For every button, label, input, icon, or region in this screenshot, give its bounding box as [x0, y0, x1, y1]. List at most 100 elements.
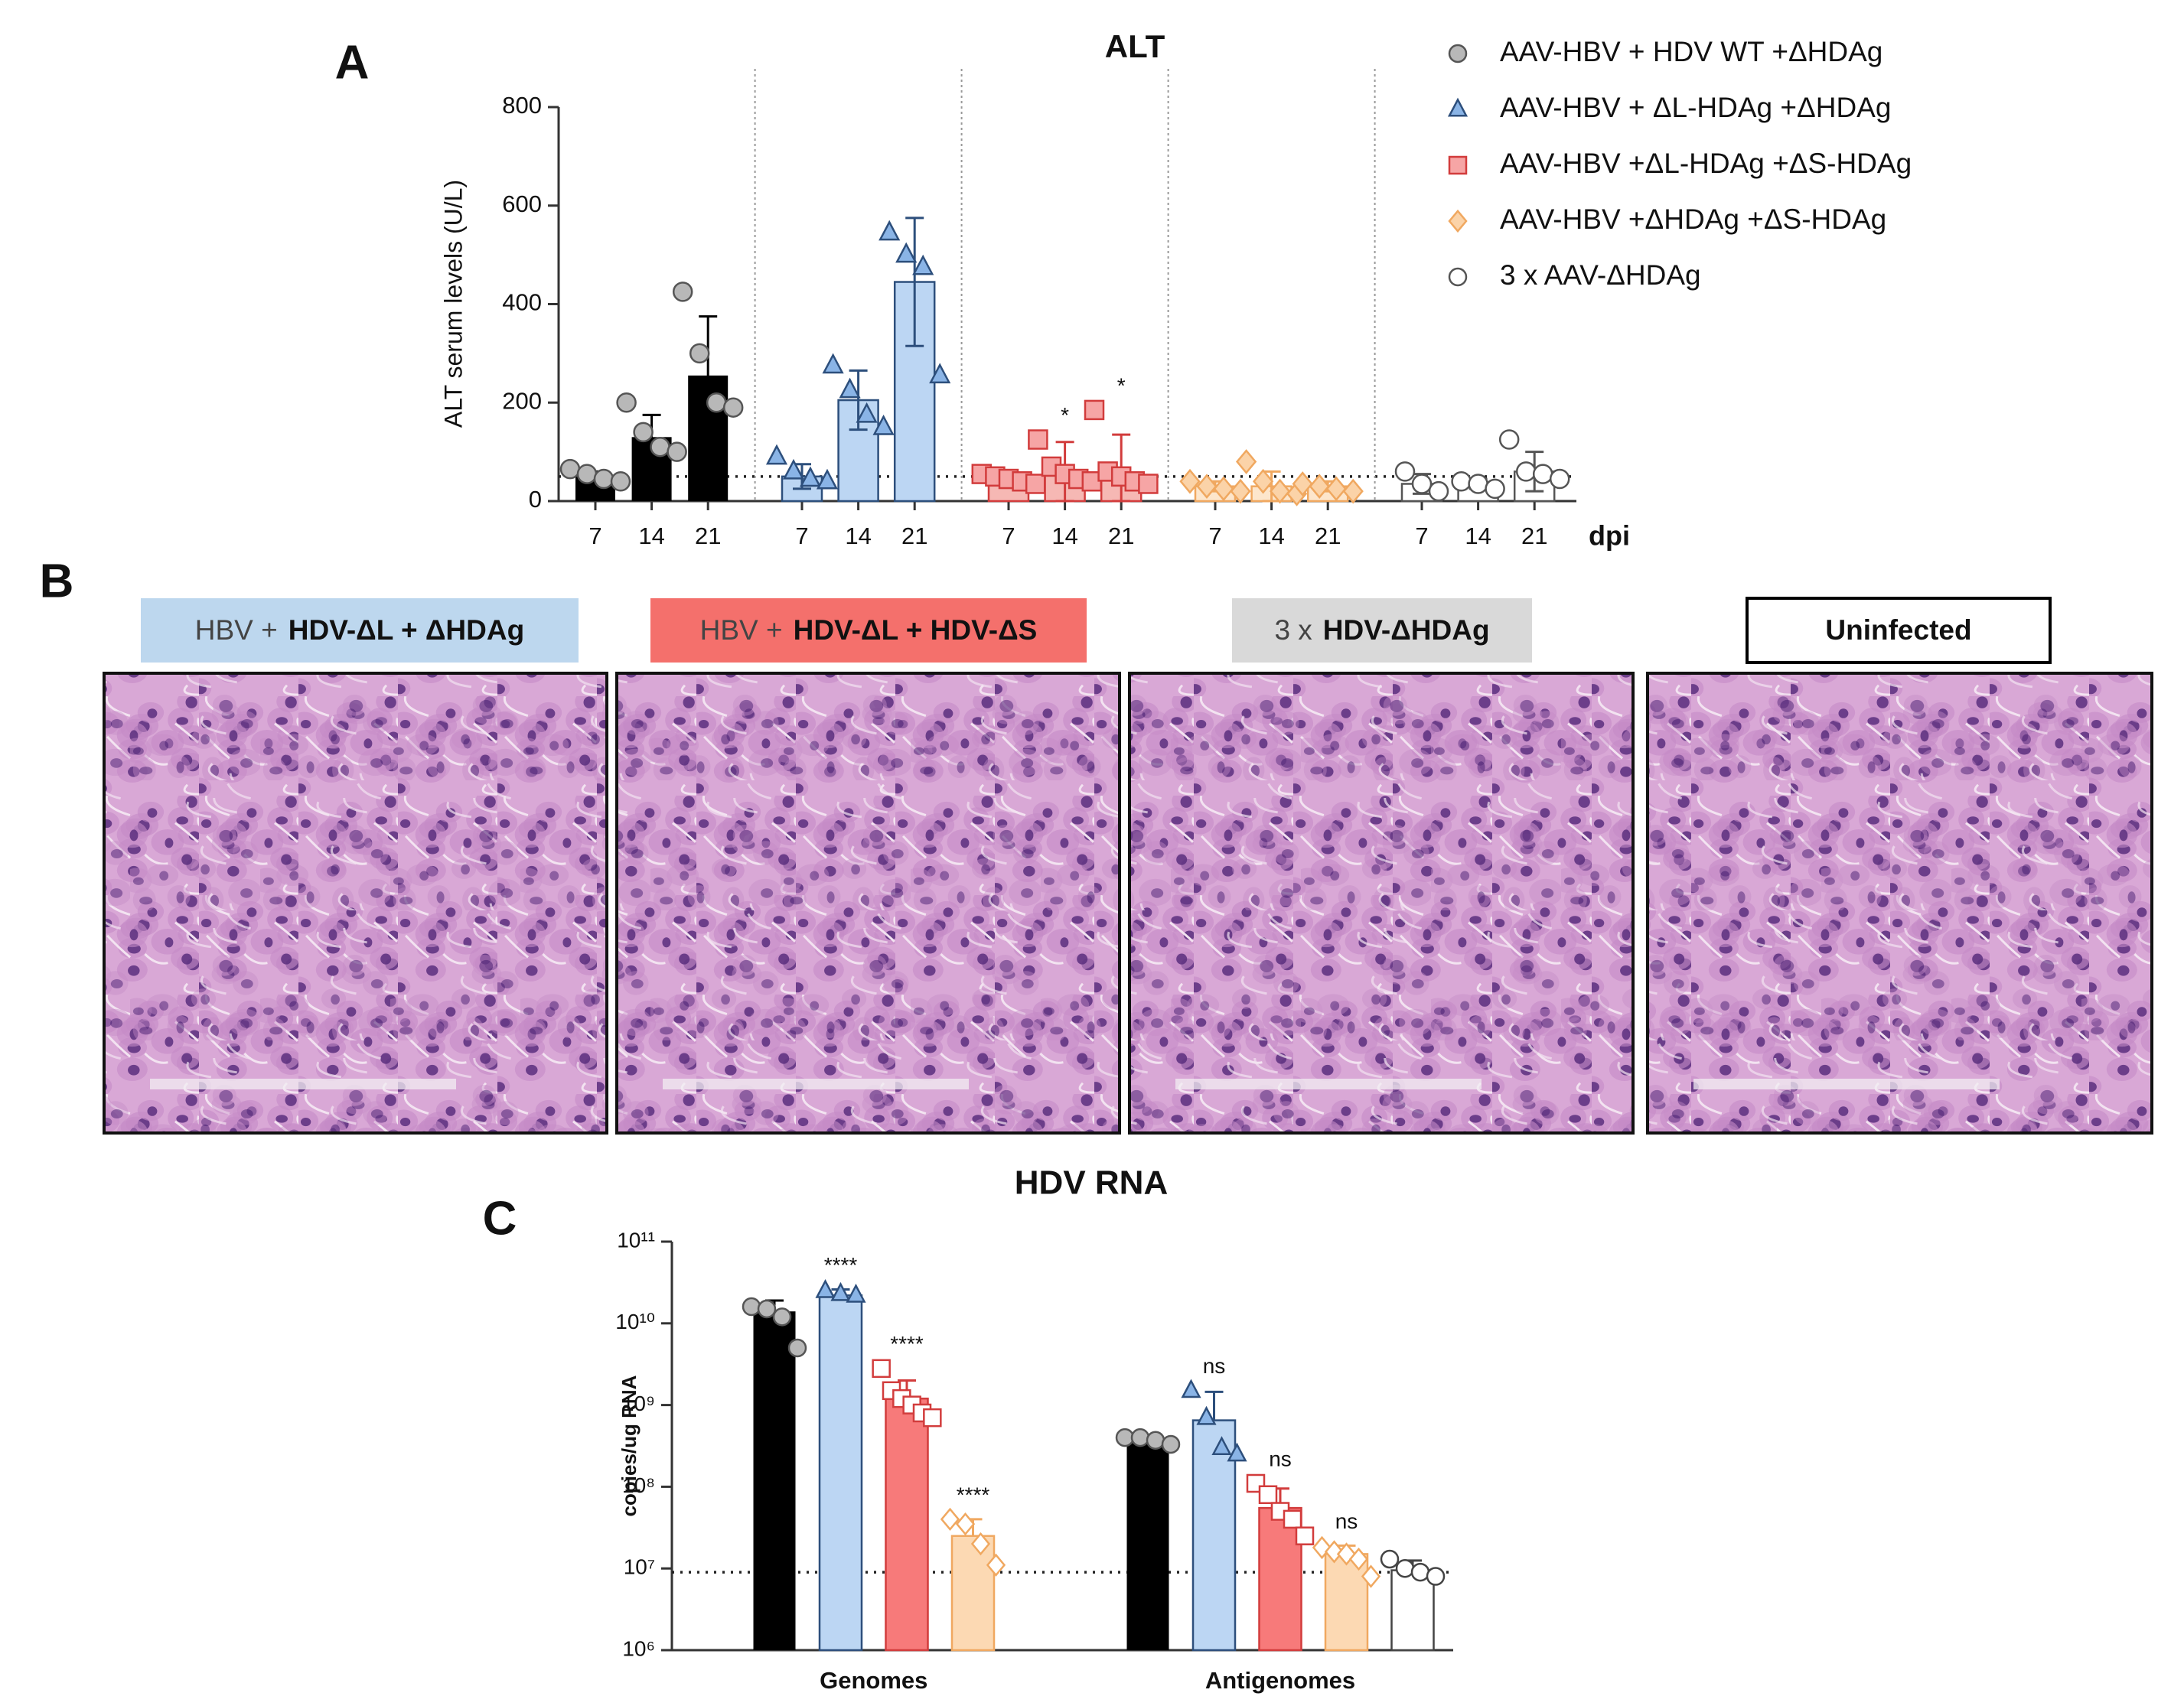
x-tick-label: 14	[638, 523, 664, 549]
data-point	[878, 220, 901, 241]
data-point	[1130, 1428, 1150, 1447]
scale-bar	[663, 1079, 969, 1089]
legend-marker	[1447, 97, 1468, 117]
data-point	[650, 436, 670, 457]
label-regular: 3 x	[1274, 614, 1312, 646]
data-point	[722, 397, 744, 418]
panel-label: B	[40, 555, 74, 607]
significance-label: *	[1061, 403, 1069, 427]
data-point	[1342, 478, 1364, 504]
data-point	[839, 377, 861, 399]
data-point	[742, 1297, 761, 1317]
legend-label: AAV-HBV + ΔL-HDAg +ΔHDAg	[1500, 92, 1891, 123]
data-point	[667, 441, 687, 462]
image-label: HBV + HDV-ΔL + HDV-ΔS	[700, 614, 1038, 646]
image-label: 3 x HDV-ΔHDAg	[1274, 614, 1489, 646]
bar	[1126, 1439, 1169, 1650]
scale-bar	[1175, 1079, 1482, 1089]
data-point	[672, 282, 693, 302]
data-point	[1235, 449, 1257, 474]
x-axis-label: dpi	[1589, 520, 1630, 552]
data-point	[1179, 468, 1201, 494]
histology-texture	[617, 673, 1120, 1133]
y-tick-label: 10⁷	[624, 1555, 655, 1579]
data-point	[787, 1338, 807, 1358]
x-tick-label: 14	[1465, 523, 1491, 549]
data-point	[912, 254, 934, 275]
panel-label: A	[335, 36, 370, 89]
y-axis-label: copies/ug RNA	[618, 1375, 641, 1516]
image-label: Uninfected	[1825, 614, 1971, 646]
data-point	[757, 1299, 777, 1319]
x-tick-label: 14	[1258, 523, 1284, 549]
data-point	[1428, 480, 1449, 502]
bar	[885, 1397, 929, 1652]
bar	[1390, 1569, 1435, 1652]
significance-label: ****	[890, 1332, 924, 1356]
data-point	[1325, 476, 1347, 502]
data-point	[1227, 1442, 1247, 1462]
data-point	[895, 242, 918, 263]
data-point	[772, 1307, 792, 1327]
y-tick-label: 200	[502, 387, 542, 414]
legend-label: AAV-HBV +ΔL-HDAg +ΔS-HDAg	[1500, 148, 1912, 179]
x-tick-label: 21	[1521, 523, 1547, 549]
data-point	[955, 1512, 976, 1536]
data-point	[1549, 468, 1570, 490]
bar	[818, 1294, 863, 1652]
data-point	[1292, 471, 1313, 496]
x-tick-label: 21	[901, 523, 927, 549]
x-tick-label: Antigenomes	[1205, 1667, 1355, 1694]
label-regular: HBV +	[195, 614, 278, 646]
significance-label: ns	[1335, 1509, 1358, 1533]
significance-label: ns	[1269, 1447, 1292, 1470]
label-bold: HDV-ΔHDAg	[1323, 614, 1490, 646]
data-point	[1411, 474, 1433, 494]
data-point	[1161, 1434, 1181, 1454]
y-axis-label: ALT serum levels (U/L)	[439, 180, 467, 428]
label-regular: HBV +	[700, 614, 783, 646]
data-point	[782, 458, 805, 480]
legend-label: AAV-HBV +ΔHDAg +ΔS-HDAg	[1500, 203, 1886, 235]
significance-label: ns	[1203, 1354, 1226, 1378]
histology-texture	[1129, 673, 1633, 1133]
image-label: HBV + HDV-ΔL + ΔHDAg	[195, 614, 524, 646]
data-point	[1028, 429, 1048, 450]
data-point	[765, 444, 788, 465]
data-point	[1451, 471, 1472, 492]
data-point	[856, 402, 878, 423]
data-point	[1468, 474, 1488, 494]
image-frame	[1128, 672, 1635, 1135]
data-point	[970, 1532, 991, 1556]
data-point	[1361, 1564, 1381, 1588]
x-tick-label: 7	[588, 523, 601, 549]
data-point	[1309, 474, 1330, 500]
y-tick-label: 600	[502, 190, 542, 217]
data-point	[1211, 1436, 1232, 1455]
label-bold: HDV-ΔL + HDV-ΔS	[794, 614, 1038, 646]
data-point	[593, 468, 614, 490]
data-point	[1295, 1526, 1315, 1545]
label-box	[141, 598, 579, 663]
label-box	[1746, 597, 2052, 664]
chart-title: ALT	[1105, 28, 1165, 64]
y-tick-label: 10⁹	[622, 1392, 655, 1415]
data-point	[1283, 1509, 1302, 1529]
x-tick-label: 7	[1002, 523, 1015, 549]
data-point	[1138, 474, 1159, 494]
data-point	[815, 1278, 836, 1298]
y-tick-label: 0	[529, 486, 542, 513]
scale-bar	[150, 1079, 456, 1089]
x-tick-label: 14	[1051, 523, 1077, 549]
data-point	[1181, 1379, 1201, 1398]
data-point	[1410, 1562, 1430, 1582]
data-point	[1252, 468, 1274, 494]
image-frame	[1646, 672, 2153, 1135]
data-point	[1380, 1549, 1400, 1569]
data-point	[923, 1408, 942, 1428]
data-point	[1084, 399, 1105, 421]
bar	[1258, 1506, 1302, 1652]
data-point	[616, 392, 637, 413]
significance-label: *	[1117, 373, 1126, 397]
